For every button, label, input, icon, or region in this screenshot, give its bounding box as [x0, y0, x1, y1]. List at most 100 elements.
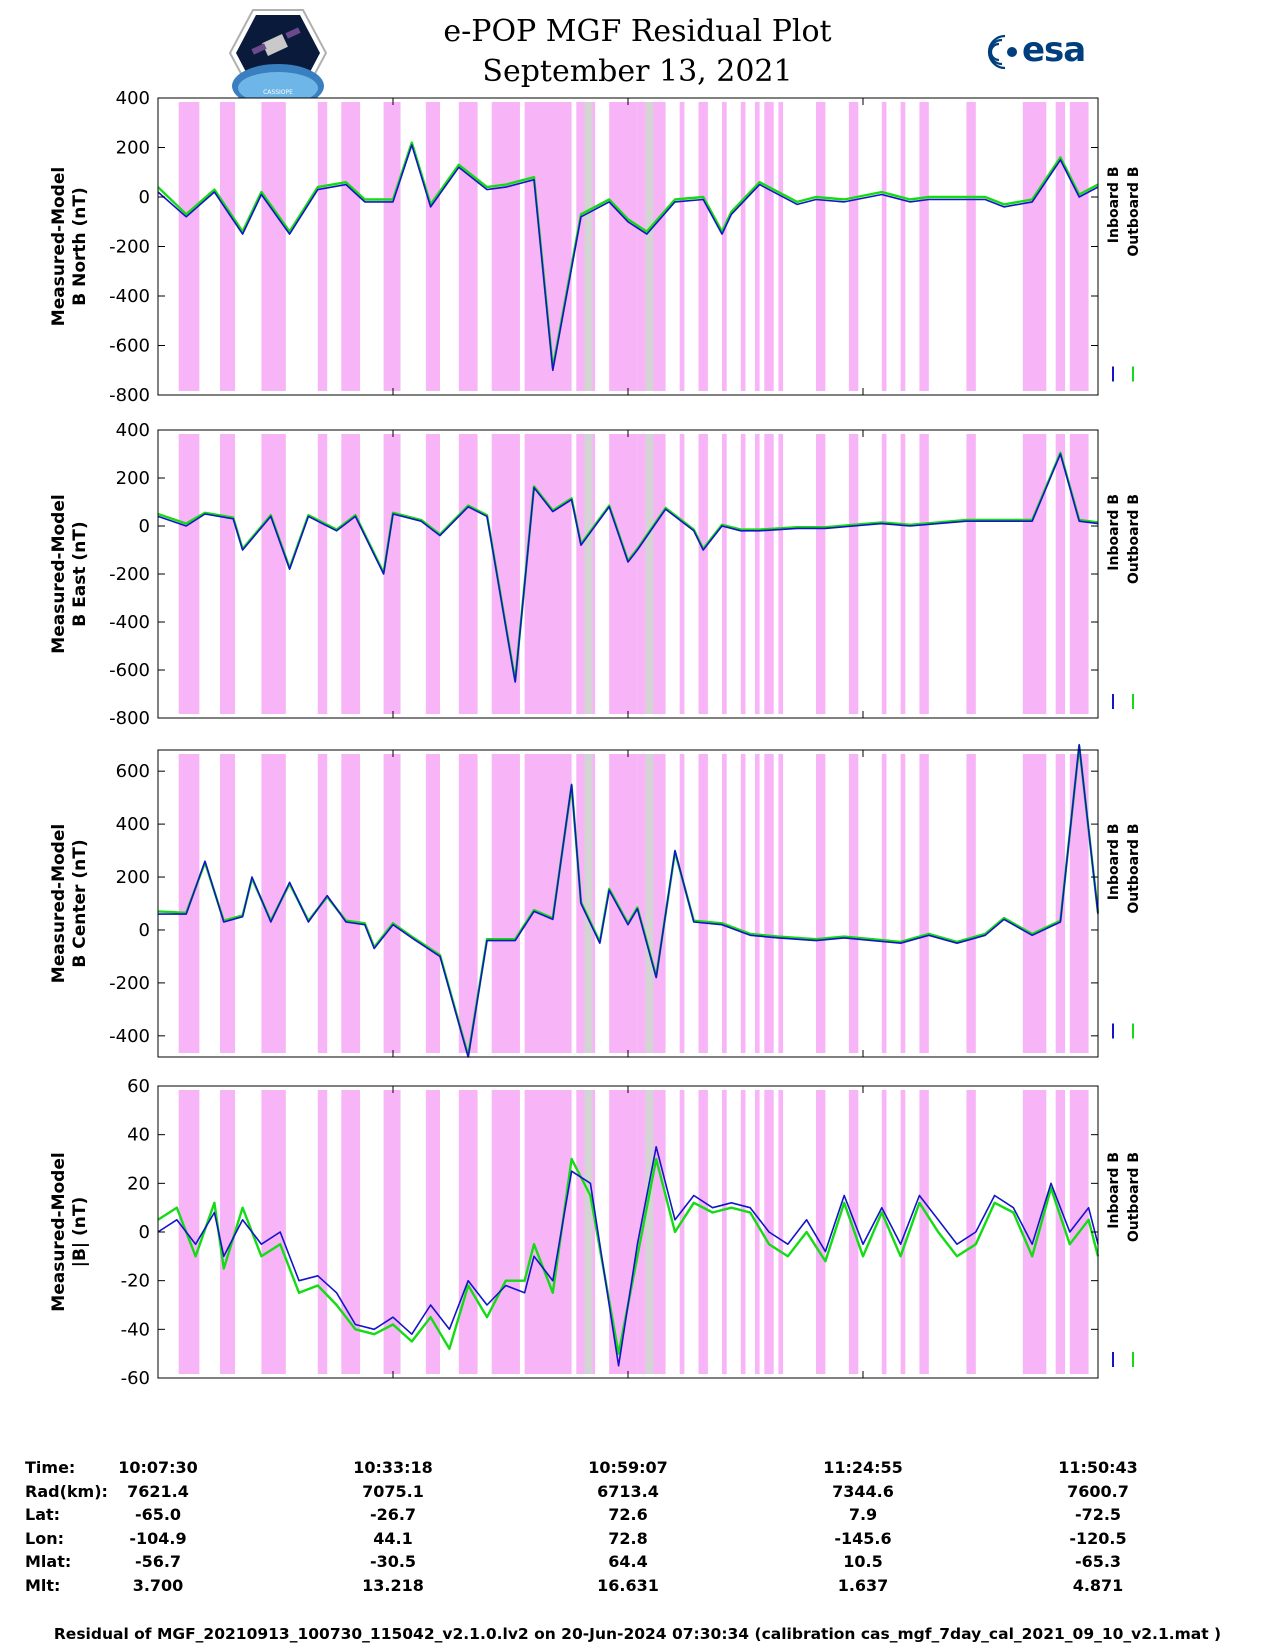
pink-band-4: [341, 434, 361, 714]
pink-band-2: [261, 1090, 286, 1374]
pink-band-14: [698, 102, 708, 391]
y-tick-label: -400: [109, 286, 150, 307]
y-tick-label: 20: [127, 1173, 150, 1194]
pink-band-9: [524, 1090, 572, 1374]
pink-band-26: [1022, 102, 1047, 391]
info-value: 16.631: [597, 1575, 659, 1595]
pink-band-21: [848, 102, 859, 391]
info-value: 11:50:43: [1058, 1458, 1138, 1477]
pink-band-19: [778, 1090, 784, 1374]
pink-band-1: [220, 102, 236, 391]
legend-outboard-label: Outboard B: [1126, 494, 1142, 584]
pink-band-6: [425, 754, 440, 1053]
info-value: -56.7: [134, 1552, 182, 1571]
info-value: 1.637: [837, 1575, 889, 1595]
info-value: 10.5: [843, 1552, 883, 1571]
y-tick-label: 60: [127, 1076, 150, 1097]
y-tick-label: -800: [109, 708, 150, 729]
pink-band-27: [1055, 1090, 1066, 1374]
info-value: 64.4: [608, 1552, 648, 1571]
pink-band-5: [383, 434, 401, 714]
pink-band-28: [1069, 434, 1089, 714]
y-axis-label-line1: Measured-Model: [49, 824, 69, 983]
info-value: -65.0: [134, 1505, 182, 1524]
esa-logo-mark: [987, 34, 1017, 70]
info-value: -72.5: [1074, 1505, 1122, 1524]
y-tick-label: -40: [121, 1319, 150, 1340]
gray-band-0: [584, 1090, 593, 1374]
pink-band-20: [816, 754, 826, 1053]
outboard-line: [157, 141, 1099, 369]
panel-b-north: 400 200 0 -200 -400 -600 -800 Measured-Model B N…: [49, 88, 1142, 406]
pink-band-6: [425, 1090, 440, 1374]
legend-inboard-label: Inboard B: [1106, 167, 1122, 244]
pink-band-17: [754, 102, 760, 391]
inboard-line: [157, 144, 1099, 372]
info-row: Rad(km): 7621.4 7075.1 6713.4 7344.6 7600.7: [0, 1482, 1275, 1506]
pink-band-9: [524, 754, 572, 1053]
info-value: -104.9: [129, 1528, 187, 1548]
pink-band-2: [261, 754, 286, 1053]
pink-band-23: [900, 754, 906, 1053]
pink-band-22: [881, 102, 887, 391]
pink-band-17: [754, 1090, 760, 1374]
y-tick-label: 200: [116, 138, 150, 159]
pink-band-9: [524, 434, 572, 714]
pink-band-9: [524, 102, 572, 391]
pink-band-1: [220, 434, 236, 714]
pink-band-2: [261, 102, 286, 391]
inboard-line: [157, 453, 1099, 683]
info-row: Mlt: 3.700 13.218 16.631 1.637 4.871: [0, 1576, 1275, 1600]
pink-band-24: [919, 102, 929, 391]
gray-band-1: [645, 102, 654, 391]
gray-band-1: [645, 434, 654, 714]
pink-band-16: [740, 102, 746, 391]
info-label: Lat:: [25, 1505, 61, 1524]
pink-band-19: [778, 102, 784, 391]
info-row: Mlat: -56.7 -30.5 64.4 10.5 -65.3: [0, 1552, 1275, 1576]
pink-band-1: [220, 754, 236, 1053]
gray-band-1: [645, 754, 654, 1053]
info-value: 10:59:07: [588, 1458, 668, 1477]
pink-band-26: [1022, 754, 1047, 1053]
info-value: 11:24:55: [823, 1458, 903, 1477]
pink-band-23: [900, 1090, 906, 1374]
gray-band-0: [584, 434, 593, 714]
pink-band-21: [848, 434, 859, 714]
pink-band-15: [722, 754, 727, 1053]
pink-band-3: [317, 102, 328, 391]
info-label: Lon:: [25, 1528, 64, 1548]
pink-band-14: [698, 754, 708, 1053]
y-tick-label: 400: [116, 88, 150, 109]
legend-outboard-label: Outboard B: [1126, 167, 1142, 257]
pink-band-3: [317, 434, 328, 714]
pink-band-5: [383, 754, 401, 1053]
pink-band-28: [1069, 754, 1089, 1053]
info-value: 6713.4: [597, 1481, 659, 1501]
pink-band-27: [1055, 754, 1066, 1053]
info-value: 44.1: [373, 1528, 413, 1548]
info-value: 4.871: [1072, 1575, 1124, 1595]
y-tick-label: 0: [139, 187, 150, 208]
pink-band-25: [966, 102, 976, 391]
pink-band-7: [458, 434, 478, 714]
pink-band-15: [722, 102, 727, 391]
y-axis-label-line2: B East (nT): [70, 521, 90, 626]
info-value: 7075.1: [362, 1481, 424, 1501]
pink-band-21: [848, 754, 859, 1053]
pink-band-24: [919, 434, 929, 714]
pink-band-17: [754, 434, 760, 714]
info-label: Rad(km):: [25, 1481, 108, 1501]
info-value: 3.700: [132, 1575, 184, 1595]
pink-band-0: [178, 434, 200, 714]
pink-band-27: [1055, 434, 1066, 714]
info-value: 10:07:30: [118, 1458, 198, 1477]
info-value: -65.3: [1074, 1552, 1122, 1571]
pink-band-23: [900, 434, 906, 714]
y-tick-label: -60: [121, 1368, 150, 1389]
y-tick-label: 40: [127, 1125, 150, 1146]
y-tick-label: -400: [109, 612, 150, 633]
inboard-line: [158, 743, 1099, 1058]
orbit-info-table: Time: 10:07:30 10:33:18 10:59:07 11:24:55 11:…: [0, 1458, 1275, 1618]
mission-logo-text: CASSIOPE: [263, 89, 293, 96]
